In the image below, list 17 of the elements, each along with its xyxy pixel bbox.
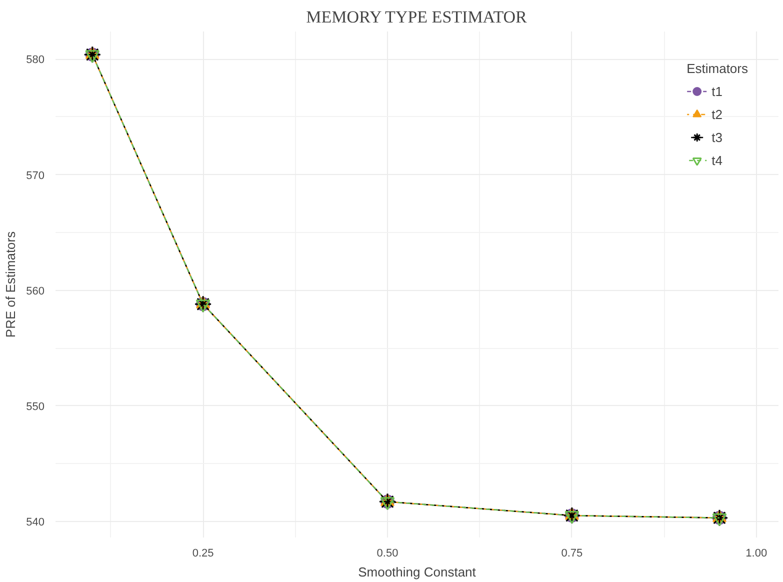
y-tick-label: 560 [26,285,45,298]
legend-title: Estimators [686,61,748,76]
y-tick-label: 550 [26,400,45,413]
y-tick-label: 540 [26,516,45,528]
y-tick-label: 580 [26,54,45,66]
x-tick-label: 1.00 [746,548,768,560]
legend-label: t1 [712,84,724,98]
x-axis-title: Smoothing Constant [358,564,476,580]
legend-label: t4 [712,152,724,168]
chart-title: MEMORY TYPE ESTIMATOR [306,8,528,26]
x-tick-label: 0.75 [561,548,583,560]
x-tick-label: 0.25 [192,548,214,560]
legend-label: t2 [712,106,724,122]
legend-label: t3 [712,130,724,144]
y-axis-title: PRE of Estimators [3,230,18,338]
x-tick-label: 0.50 [376,548,398,560]
y-tick-label: 570 [26,170,45,182]
